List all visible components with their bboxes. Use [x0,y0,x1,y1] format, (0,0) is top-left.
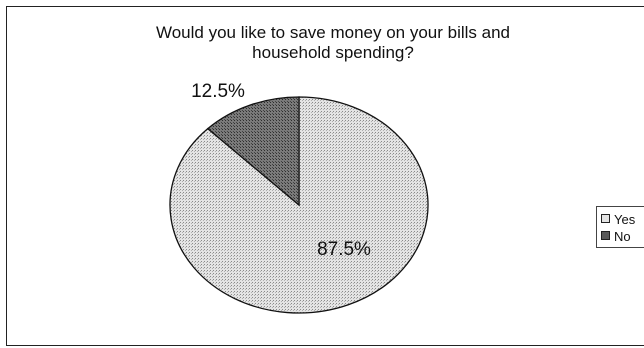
data-label-yes: 87.5% [317,239,371,260]
data-label-no: 12.5% [191,81,245,102]
legend-label-no: No [614,229,631,244]
legend-swatch-yes [601,214,610,223]
chart-title-line-1: Would you like to save money on your bil… [156,23,510,42]
pie-slices [169,96,429,314]
legend-item-yes: Yes [601,212,635,227]
legend-swatch-no [601,231,610,240]
legend-label-yes: Yes [614,212,636,227]
pie-slice-no [206,96,300,207]
legend: Yes No [596,206,644,248]
chart-title-line-2: household spending? [252,43,414,62]
legend-item-no: No [601,229,631,244]
